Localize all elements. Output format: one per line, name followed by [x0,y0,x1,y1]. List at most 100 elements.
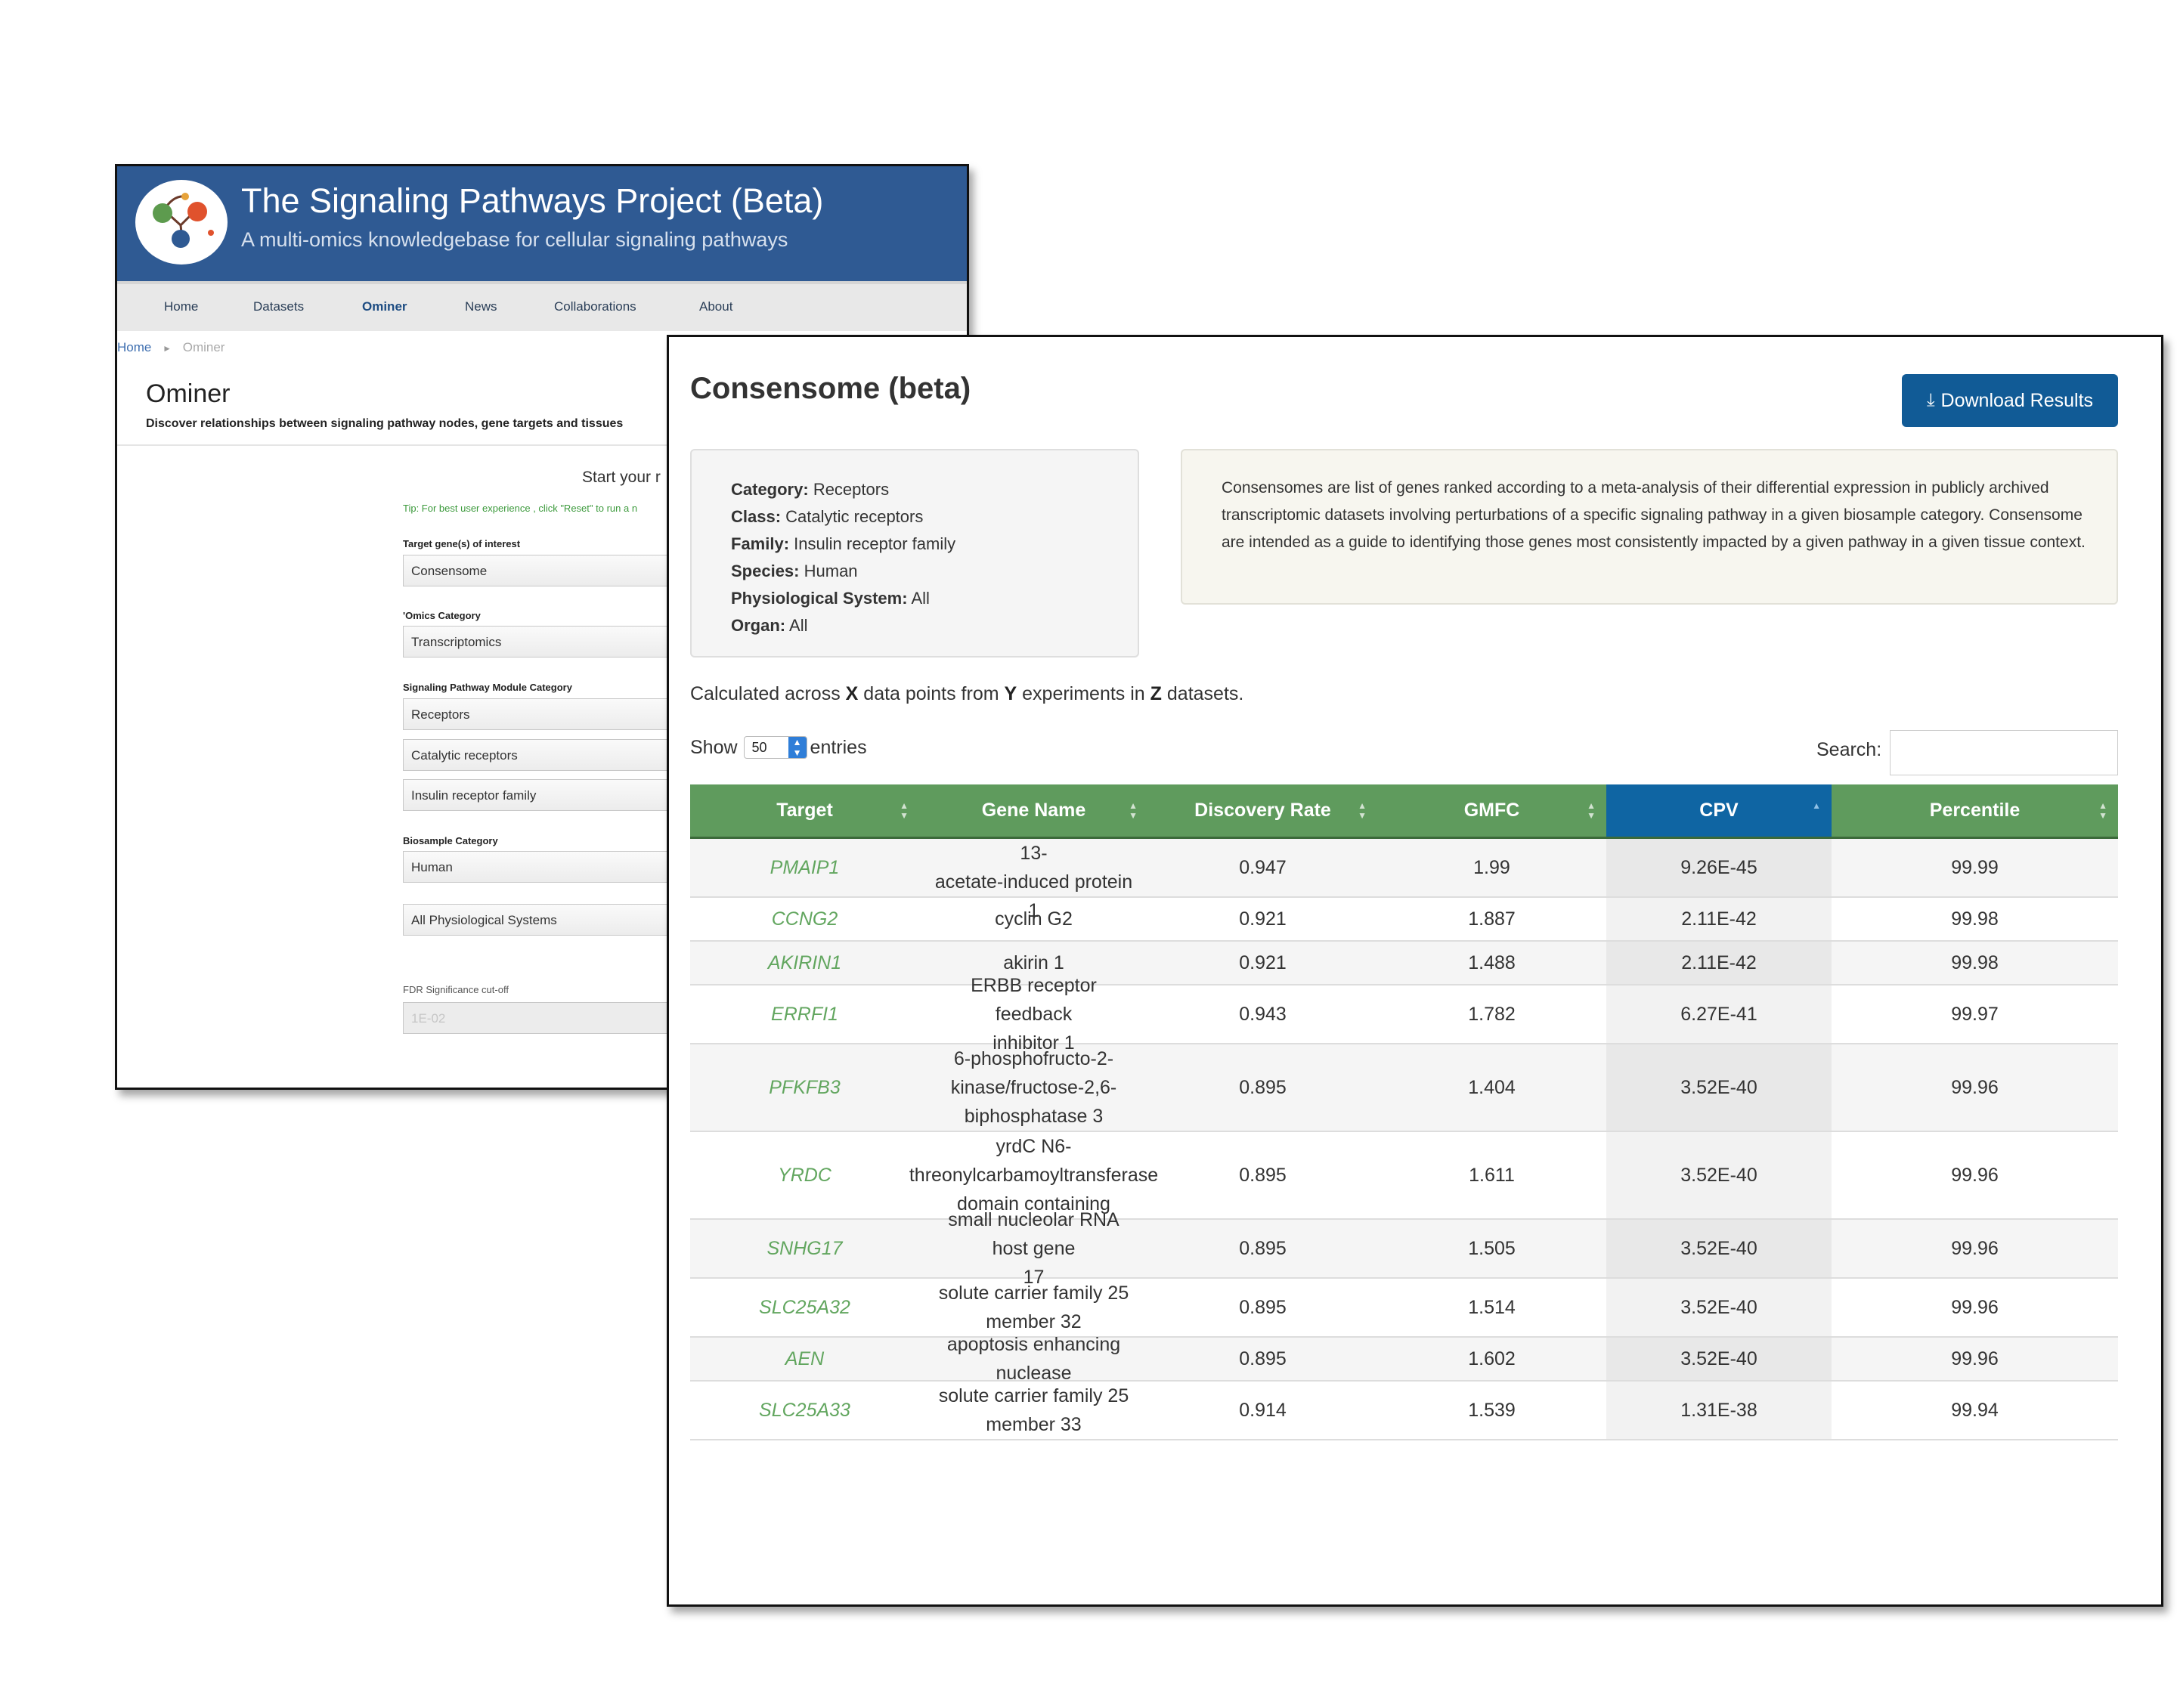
info-row: Species: Human [731,558,1138,585]
percentile-cell: 99.96 [1951,1238,1999,1259]
column-header-target[interactable]: Target ▲ ▼ [690,784,919,837]
class-select[interactable]: Catalytic receptors [403,739,705,771]
start-heading: Start your r [582,469,661,486]
table-row: SNHG17 small nucleolar RNA host gene 17 0.… [690,1209,2118,1288]
sort-ascending-icon: ▲ [1812,800,1821,811]
cpv-cell: 3.52E-40 [1606,1132,1832,1218]
divider [117,444,967,446]
percentile-cell: 99.99 [1951,857,1999,878]
download-results-button[interactable]: ⤓ Download Results [1902,374,2118,427]
sort-icon: ▲ ▼ [2098,800,2107,821]
info-value: All [789,616,808,635]
target-cell[interactable]: SLC25A33 [759,1400,850,1421]
page-title: Ominer [146,379,231,408]
target-cell[interactable]: SLC25A32 [759,1297,850,1318]
column-header-label: Target [776,800,833,821]
gmfc-cell: 1.514 [1468,1297,1516,1318]
entries-select[interactable]: 50 ▲ ▼ [743,736,807,759]
search-input[interactable] [1890,730,2118,775]
sort-icon: ▲ ▼ [1587,800,1596,821]
discovery-rate-cell: 0.895 [1239,1238,1287,1259]
nav-home[interactable]: Home [164,299,199,314]
omics-select[interactable]: Transcriptomics [403,626,705,658]
target-cell[interactable]: PMAIP1 [770,857,840,878]
gene-name-cell: solute carrier family 25 member 33 [938,1385,1129,1435]
target-cell[interactable]: AEN [785,1348,825,1369]
table-row: PFKFB3 6-phosphofructo-2- kinase/fructose… [690,1044,2118,1132]
target-cell[interactable]: CCNG2 [771,908,838,930]
consensome-info-panel: Category: Receptors Class: Catalytic rece… [690,449,1139,658]
tip-text: Tip: For best user experience , click "R… [403,503,638,514]
info-row: Category: Receptors [731,476,1138,503]
gmfc-cell: 1.505 [1468,1238,1516,1259]
download-label: Download Results [1940,389,2094,411]
breadcrumb-home[interactable]: Home [117,340,152,354]
info-value: Human [804,562,858,580]
info-row: Family: Insulin receptor family [731,531,1138,558]
info-row: Organ: All [731,612,1138,639]
breadcrumb: Home ► Ominer [117,340,225,355]
family-select[interactable]: Insulin receptor family [403,779,705,811]
column-header-label: CPV [1699,800,1739,821]
table-row: PMAIP1 phorbol-12-myristate-13- acetate-i… [690,814,2118,921]
column-header-label: Discovery Rate [1194,800,1331,821]
column-header-percentile[interactable]: Percentile ▲ ▼ [1832,784,2118,837]
info-value: All [911,589,930,608]
discovery-rate-cell: 0.895 [1239,1165,1287,1186]
cpv-cell: 2.11E-42 [1606,898,1832,940]
nav-collaborations[interactable]: Collaborations [554,299,636,314]
column-header-discovery-rate[interactable]: Discovery Rate ▲ ▼ [1148,784,1377,837]
column-header-label: GMFC [1463,800,1520,821]
discovery-rate-cell: 0.921 [1239,908,1287,930]
gmfc-cell: 1.602 [1468,1348,1516,1369]
gmfc-cell: 1.782 [1468,1004,1516,1025]
table-body: PMAIP1 phorbol-12-myristate-13- acetate-i… [690,814,2118,1440]
biosample-select[interactable]: Human [403,851,705,883]
cpv-cell: 3.52E-40 [1606,1338,1832,1380]
gmfc-cell: 1.611 [1469,1165,1515,1186]
nav-news[interactable]: News [465,299,497,314]
module-label: Signaling Pathway Module Category [403,682,572,693]
info-key: Family: [731,534,790,553]
calc-mid2: experiments in [1017,683,1150,704]
cpv-cell: 2.11E-42 [1606,942,1832,984]
table-row: AKIRIN1 akirin 1 0.921 1.488 2.11E-42 99.98 [690,942,2118,986]
info-value: Catalytic receptors [785,507,924,526]
column-header-cpv[interactable]: CPV ▲ [1606,784,1832,837]
table-row: AEN apoptosis enhancing nuclease 0.895 1.60… [690,1334,2118,1384]
search-label: Search: [1816,739,1882,760]
cpv-cell: 1.31E-38 [1606,1382,1832,1439]
percentile-cell: 99.96 [1951,1297,1999,1318]
info-key: Class: [731,507,782,526]
target-cell[interactable]: PFKFB3 [769,1077,841,1098]
percentile-cell: 99.96 [1951,1348,1999,1369]
consensome-title: Consensome (beta) [690,372,971,405]
nav-about[interactable]: About [699,299,733,314]
target-cell[interactable]: YRDC [778,1165,831,1186]
site-header: The Signaling Pathways Project (Beta) A … [117,166,967,281]
info-key: Organ: [731,616,786,635]
target-cell[interactable]: AKIRIN1 [767,952,842,973]
category-select[interactable]: Receptors [403,698,705,730]
target-select[interactable]: Consensome [403,555,705,586]
consensome-window: Consensome (beta) ⤓ Download Results Cat… [667,335,2163,1607]
target-cell[interactable]: SNHG17 [766,1238,843,1259]
cpv-cell: 3.52E-40 [1606,1044,1832,1131]
gene-name-cell: cyclin G2 [995,908,1073,930]
physiological-select[interactable]: All Physiological Systems [403,904,705,936]
entries-label: entries [810,736,867,758]
sort-icon: ▲ ▼ [1129,800,1138,821]
gmfc-cell: 1.539 [1468,1400,1516,1421]
nav-ominer[interactable]: Ominer [362,299,407,314]
percentile-cell: 99.97 [1951,1004,1999,1025]
fdr-input[interactable]: 1E-02 [403,1002,705,1034]
calc-y: Y [1004,683,1017,704]
select-arrows-icon: ▲ ▼ [788,737,807,758]
nav-datasets[interactable]: Datasets [253,299,305,314]
spp-logo[interactable] [135,180,228,265]
column-header-gmfc[interactable]: GMFC ▲ ▼ [1377,784,1606,837]
discovery-rate-cell: 0.943 [1239,1004,1287,1025]
breadcrumb-current: Ominer [182,340,225,354]
column-header-gene-name[interactable]: Gene Name ▲ ▼ [919,784,1148,837]
target-cell[interactable]: ERRFI1 [771,1004,838,1025]
